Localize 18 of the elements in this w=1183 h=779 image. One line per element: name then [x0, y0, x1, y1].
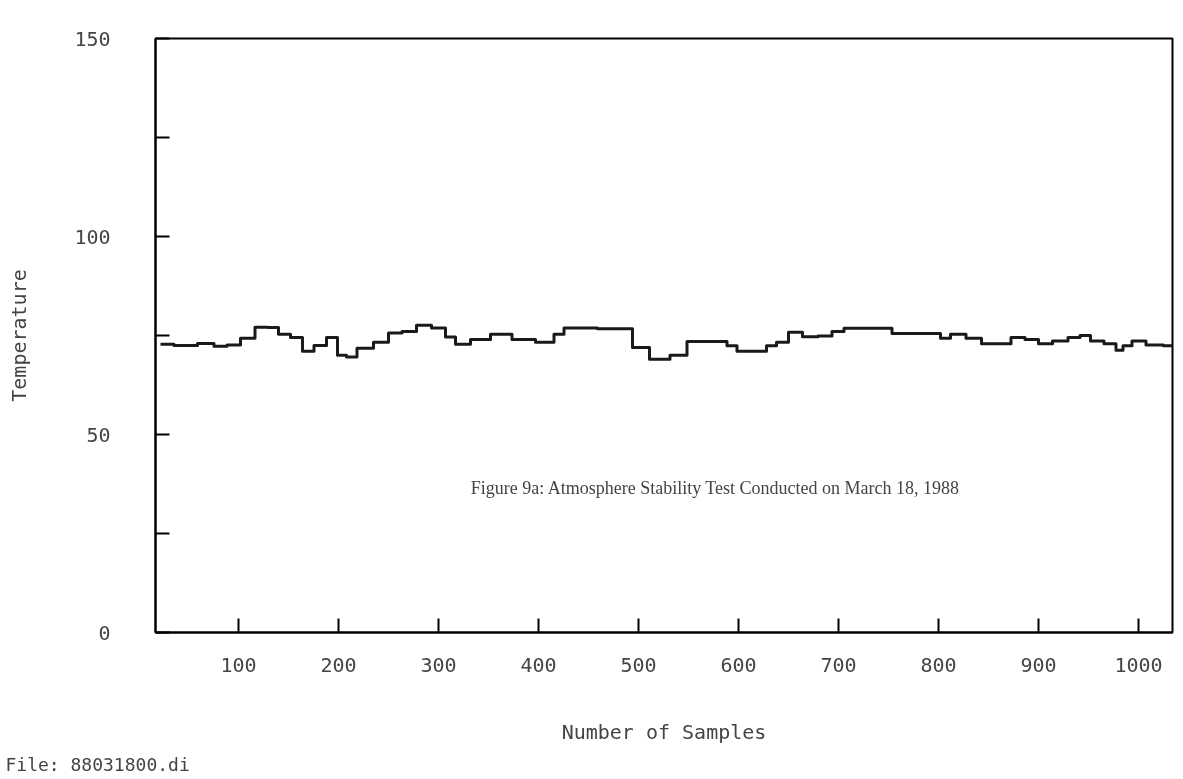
y-tick-label: 100: [74, 224, 111, 249]
x-tick-label: 500: [620, 652, 657, 677]
x-tick-label: 600: [720, 652, 757, 677]
y-tick-label: 150: [74, 26, 111, 51]
x-tick-label: 100: [220, 652, 257, 677]
x-tick-label: 900: [1020, 652, 1057, 677]
x-tick-label: 200: [320, 652, 357, 677]
y-axis-title: Temperature: [7, 269, 32, 402]
x-tick-label: 700: [820, 652, 857, 677]
x-axis-title: Number of Samples: [561, 719, 767, 744]
text: File: 88031800.di: [5, 753, 190, 775]
y-tick-label: 50: [86, 422, 111, 447]
y-tick-label: 0: [98, 620, 111, 645]
x-tick-label: 300: [420, 652, 457, 677]
x-tick-label: 800: [920, 652, 957, 677]
x-tick-label: 400: [520, 652, 557, 677]
x-tick-label: 1000: [1114, 652, 1163, 677]
annotation: Figure 9a: Atmosphere Stability Test Conducted on March 18, 1988: [470, 477, 960, 498]
